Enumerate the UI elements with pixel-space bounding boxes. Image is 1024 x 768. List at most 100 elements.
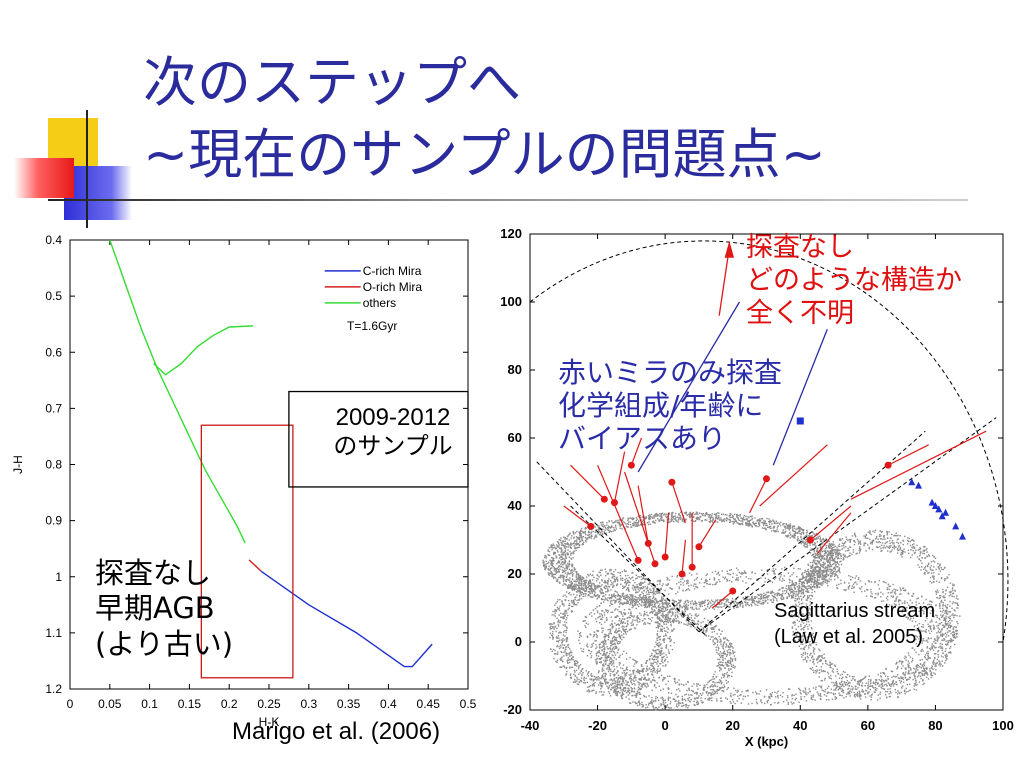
red-mira-point [763, 475, 770, 483]
velocity-vector [624, 471, 656, 564]
velocity-vector [570, 464, 605, 500]
x-tick-label: 0.3 [300, 697, 317, 711]
sample-box-label: 2009-2012 のサンプル [318, 404, 468, 461]
velocity-vector [681, 539, 687, 575]
slide-title-line2: ~現在のサンプルの問題点~ [143, 123, 826, 186]
velocity-vector [759, 444, 828, 507]
y-tick-label: 0.6 [45, 345, 62, 359]
x-tick-label: 0.1 [141, 697, 158, 711]
legend-label: C-rich Mira [363, 264, 422, 278]
x-tick-label: 0 [662, 718, 669, 733]
y-tick-label: 60 [508, 430, 522, 445]
unexplored-line2: どのような構造か [746, 264, 962, 296]
bias-label: 赤いミラのみ探査 化学組成/年齢に バイアスあり [558, 356, 782, 455]
y-tick-label: 20 [508, 566, 522, 581]
y-tick-label: 0.7 [45, 401, 62, 415]
x-tick-label: 0.15 [178, 697, 202, 711]
black-highlight-box [288, 390, 469, 488]
x-tick-label: 0 [67, 697, 74, 711]
blue-triangle-point [935, 505, 943, 513]
x-tick-label: 0.5 [460, 697, 477, 711]
early-agb-line2: 早期AGB [95, 591, 215, 626]
velocity-vector [597, 464, 639, 561]
velocity-arrow [718, 247, 730, 316]
x-tick-label: 100 [992, 718, 1014, 733]
red-mira-point [587, 522, 595, 530]
x-tick-label: 40 [793, 718, 807, 733]
red-mira-point [610, 499, 618, 507]
y-tick-label: 1 [55, 570, 62, 584]
red-mira-point [729, 587, 737, 595]
x-tick-label: 0.45 [417, 697, 441, 711]
blue-triangle-point [928, 498, 936, 506]
stream-label: Sagittarius stream (Law et al. 2005) [774, 598, 935, 650]
early-agb-line1: 探査なし [95, 556, 212, 590]
y-tick-label: 0.9 [45, 514, 62, 528]
blue-triangle-point [931, 502, 939, 509]
slide-title-line1: 次のステップへ [143, 51, 521, 114]
citation-marigo: Marigo et al. (2006) [232, 718, 441, 745]
velocity-arrow-head [724, 240, 735, 258]
velocity-vector [887, 444, 929, 466]
velocity-vector [613, 451, 626, 503]
y-tick-label: 0 [515, 634, 522, 649]
red-mira-point [651, 560, 659, 568]
y-tick-label: 0.8 [45, 458, 62, 472]
stream-line1: Sagittarius stream [774, 600, 936, 622]
red-mira-point [661, 553, 669, 561]
x-tick-label: 20 [725, 718, 739, 733]
x-tick-label: 0.05 [98, 697, 122, 711]
velocity-vector [630, 437, 643, 466]
unexplored-line1: 探査なし [746, 232, 854, 263]
red-mira-point [627, 461, 635, 469]
velocity-vector [698, 519, 717, 548]
blue-square-point [796, 417, 804, 425]
velocity-vector [664, 512, 670, 558]
velocity-vector [850, 430, 987, 500]
bias-line2: 化学組成/年齢に [558, 389, 764, 423]
y-tick-label: 1.1 [45, 626, 62, 640]
x-tick-label: -20 [588, 718, 607, 733]
red-mira-point [695, 543, 703, 551]
blue-vector [772, 328, 828, 466]
sample-box-line1: 2009-2012 [335, 404, 451, 431]
survey-boundary-arc [529, 240, 1009, 643]
x-tick-label: 80 [928, 718, 942, 733]
x-tick-label: 0.35 [337, 697, 361, 711]
stream-particles [542, 511, 961, 711]
early-agb-label: 探査なし 早期AGB (より古い) [95, 556, 233, 662]
velocity-vector [712, 590, 734, 609]
red-mira-point [668, 478, 676, 486]
blue-triangle-point [915, 481, 923, 489]
bias-line3: バイアスあり [558, 422, 727, 456]
y-tick-label: 100 [500, 294, 522, 309]
y-tick-label: 1.2 [45, 682, 62, 696]
unexplored-structure-label: 探査なし どのような構造か 全く不明 [746, 232, 962, 331]
velocity-vector [810, 505, 852, 541]
deco-red-bar [14, 158, 74, 198]
y-tick-label: 0.4 [45, 233, 62, 247]
series-line-others [153, 325, 254, 376]
velocity-vector [749, 478, 768, 514]
x-axis-label: H-K [259, 715, 280, 729]
isochrone-chart: 0 0.05 0.1 0.15 0.2 0.25 0.3 0.35 0.4 0.45 0.5 0.4 0… [11, 233, 477, 729]
early-agb-line3: (より古い) [95, 626, 234, 661]
x-axis-label: X (kpc) [745, 734, 788, 749]
y-tick-label: 80 [508, 362, 522, 377]
bias-line1: 赤いミラのみ探査 [558, 356, 783, 389]
blue-triangle-point [958, 532, 966, 540]
red-mira-point [644, 539, 652, 547]
red-mira-point [806, 536, 814, 544]
red-mira-point [600, 495, 608, 503]
series-line-o-rich-mira [248, 559, 262, 572]
red-mira-point [634, 556, 642, 564]
blue-vector [637, 301, 741, 473]
map-frame [529, 233, 1004, 711]
blue-triangle-point [908, 478, 916, 486]
x-tick-label: 0.25 [257, 697, 281, 711]
chart-annotation: T=1.6Gyr [347, 319, 397, 333]
deco-blue-square [64, 166, 132, 220]
legend-label: O-rich Mira [363, 280, 423, 294]
y-tick-label: 40 [508, 498, 522, 513]
